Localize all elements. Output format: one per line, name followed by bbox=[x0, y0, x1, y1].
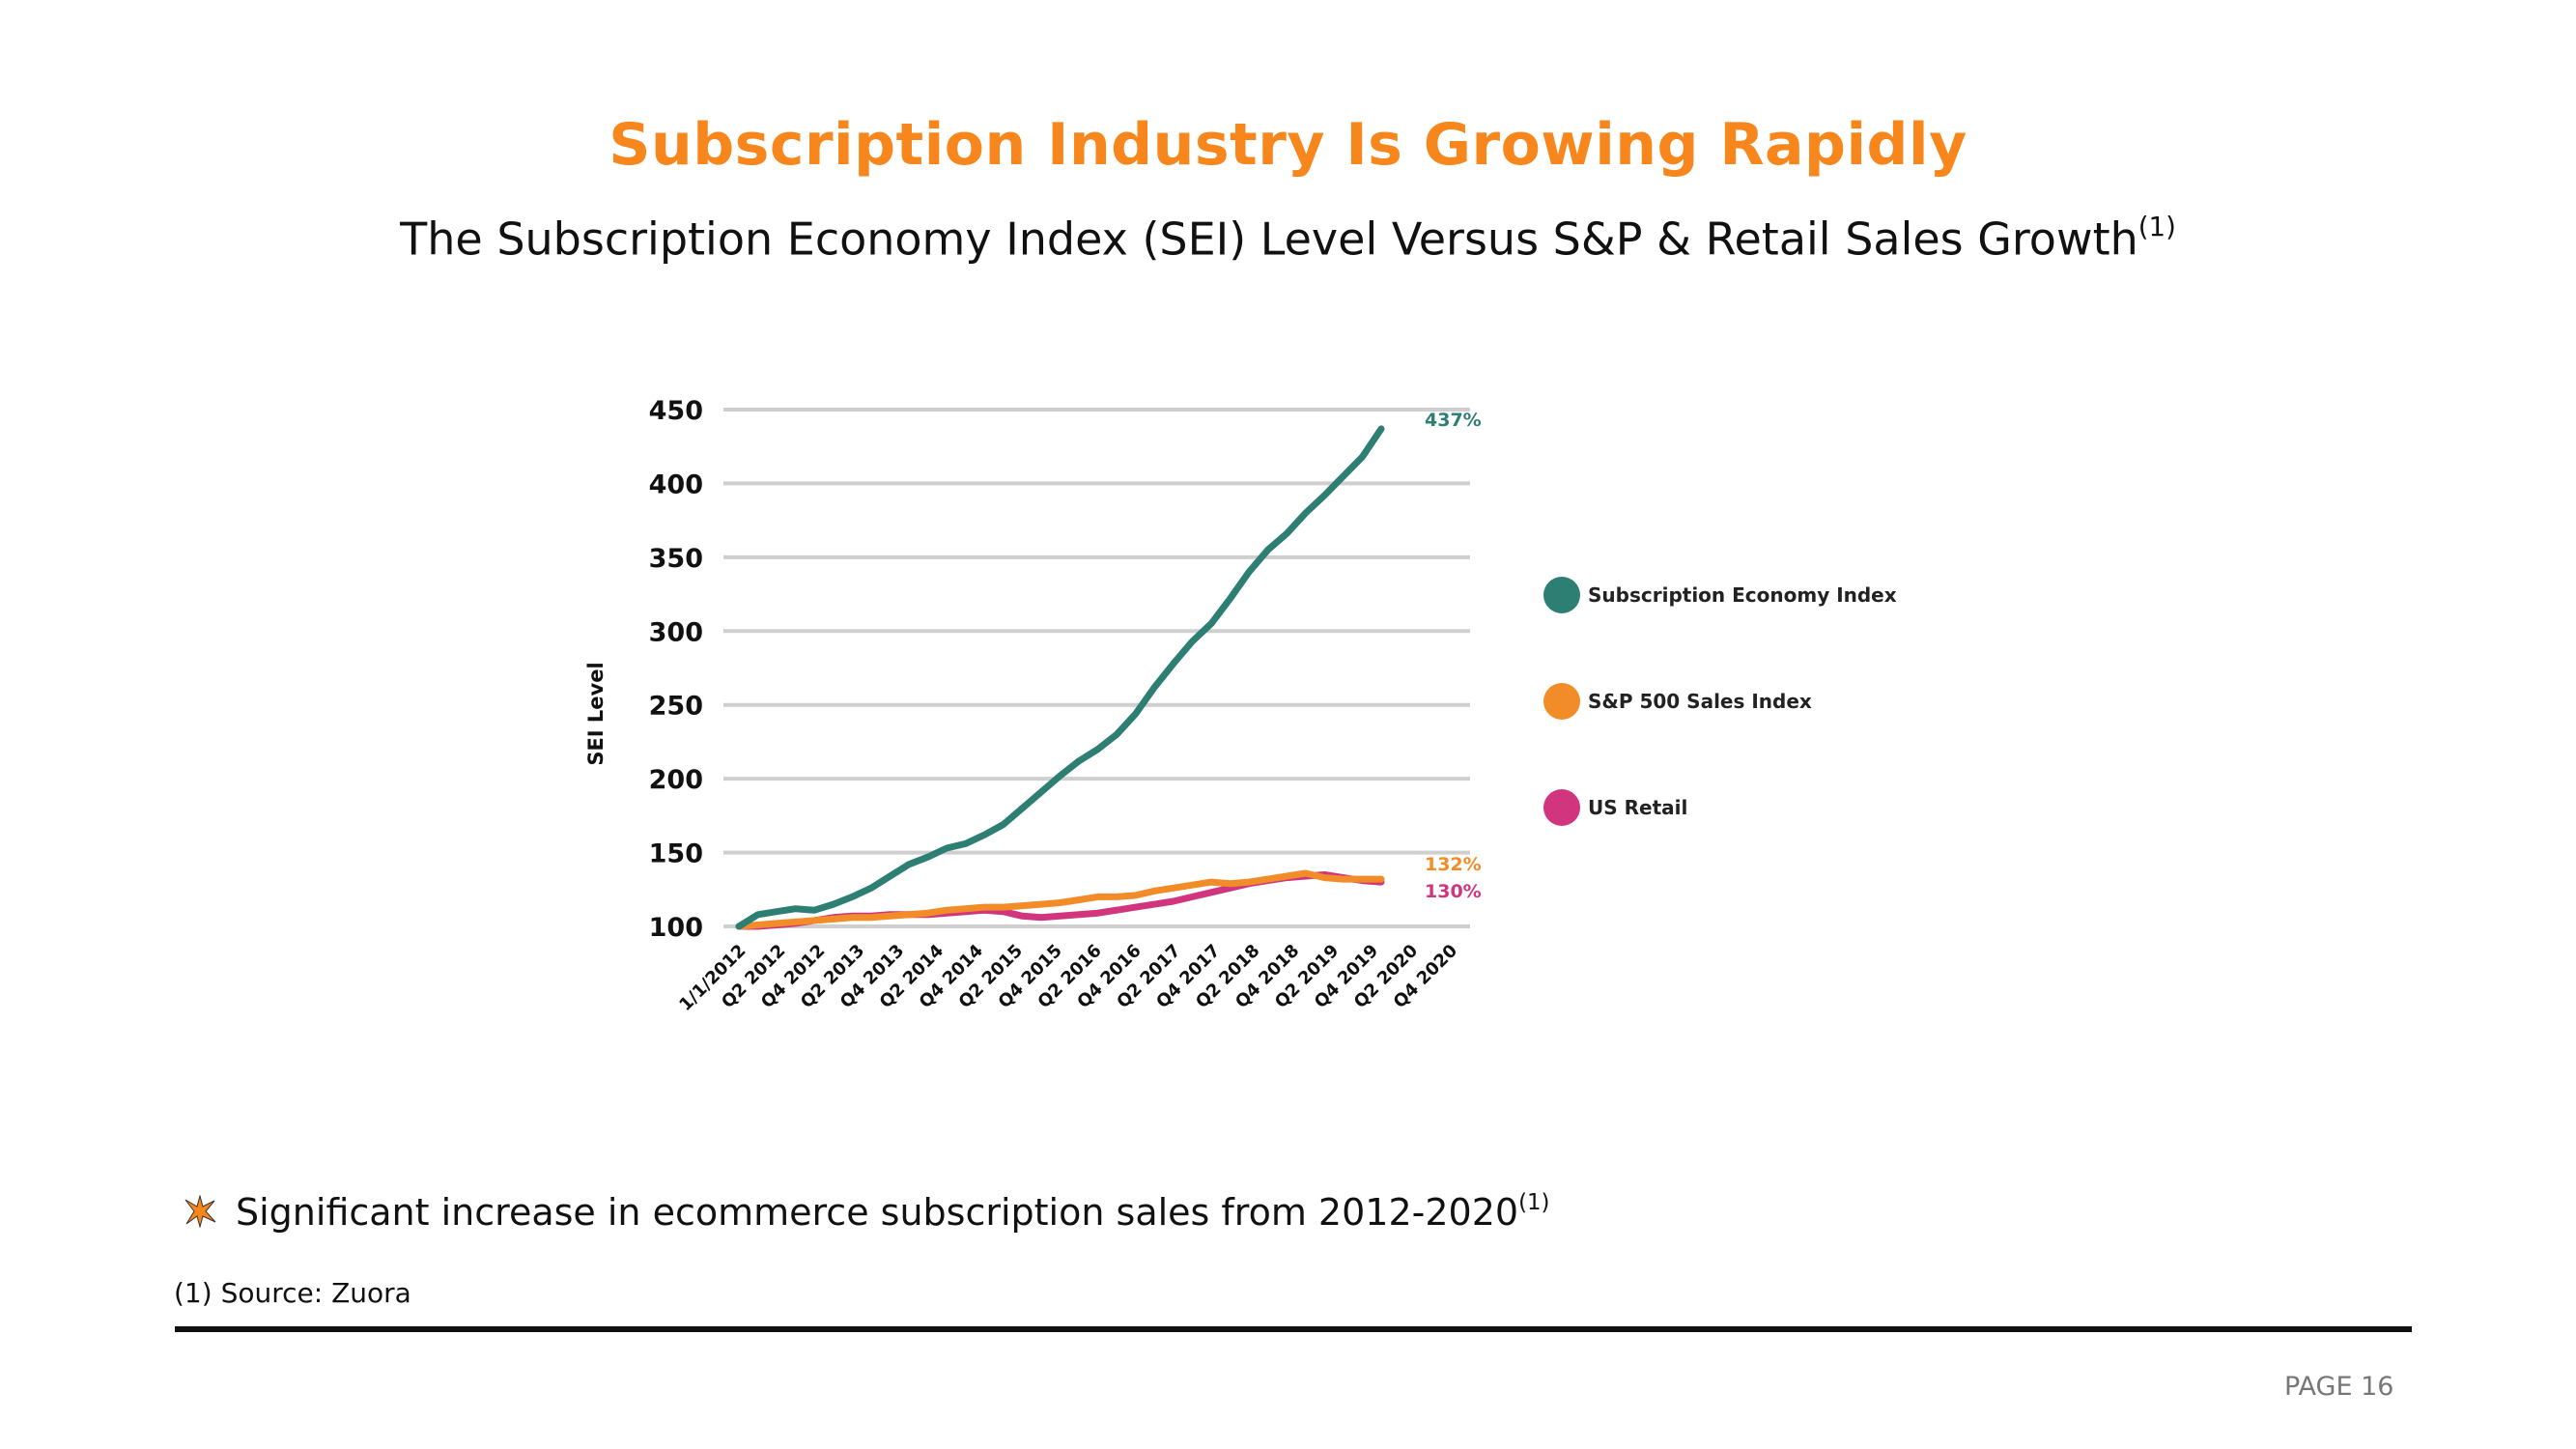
legend-label: Subscription Economy Index bbox=[1588, 583, 1897, 607]
star-burst-icon bbox=[184, 1195, 216, 1229]
page-number: PAGE 16 bbox=[2284, 1372, 2394, 1402]
bullet-text: Significant increase in ecommerce subscr… bbox=[236, 1190, 1519, 1234]
y-tick-label: 150 bbox=[649, 839, 703, 869]
page-title: Subscription Industry Is Growing Rapidly bbox=[609, 111, 1967, 179]
series-line-s-p-500-sales-index bbox=[735, 869, 1385, 930]
end-value-label: 130% bbox=[1425, 881, 1482, 902]
legend-swatch bbox=[1543, 683, 1580, 720]
y-tick-label: 250 bbox=[649, 692, 703, 722]
footnote-source: (1) Source: Zuora bbox=[174, 1277, 411, 1309]
footer-divider bbox=[175, 1326, 2412, 1332]
legend-item-sei: Subscription Economy Index bbox=[1543, 577, 1897, 613]
key-point: Significant increase in ecommerce subscr… bbox=[184, 1190, 1549, 1234]
subtitle-text: The Subscription Economy Index (SEI) Lev… bbox=[400, 213, 2138, 266]
legend-label: US Retail bbox=[1588, 796, 1688, 819]
legend-item-us-retail: US Retail bbox=[1543, 789, 1687, 826]
y-axis-label: SEI Level bbox=[584, 662, 608, 765]
subtitle-footnote-ref: (1) bbox=[2137, 211, 2176, 242]
y-tick-label: 450 bbox=[649, 396, 703, 426]
y-tick-label: 300 bbox=[649, 617, 703, 647]
end-value-label: 437% bbox=[1425, 410, 1482, 431]
y-tick-label: 350 bbox=[649, 544, 703, 574]
legend-label: S&P 500 Sales Index bbox=[1588, 690, 1812, 713]
y-tick-label: 200 bbox=[649, 765, 703, 795]
bullet-footnote-ref: (1) bbox=[1518, 1190, 1550, 1215]
y-tick-label: 100 bbox=[649, 913, 703, 943]
legend-swatch bbox=[1543, 577, 1580, 613]
legend-swatch bbox=[1543, 789, 1580, 826]
chart-subtitle: The Subscription Economy Index (SEI) Lev… bbox=[0, 211, 2576, 265]
key-point-text: Significant increase in ecommerce subscr… bbox=[236, 1190, 1549, 1234]
y-tick-label: 400 bbox=[649, 469, 703, 499]
series-line-subscription-economy-index bbox=[735, 425, 1385, 930]
end-value-label: 132% bbox=[1425, 854, 1482, 875]
legend-item-sp500: S&P 500 Sales Index bbox=[1543, 683, 1812, 720]
